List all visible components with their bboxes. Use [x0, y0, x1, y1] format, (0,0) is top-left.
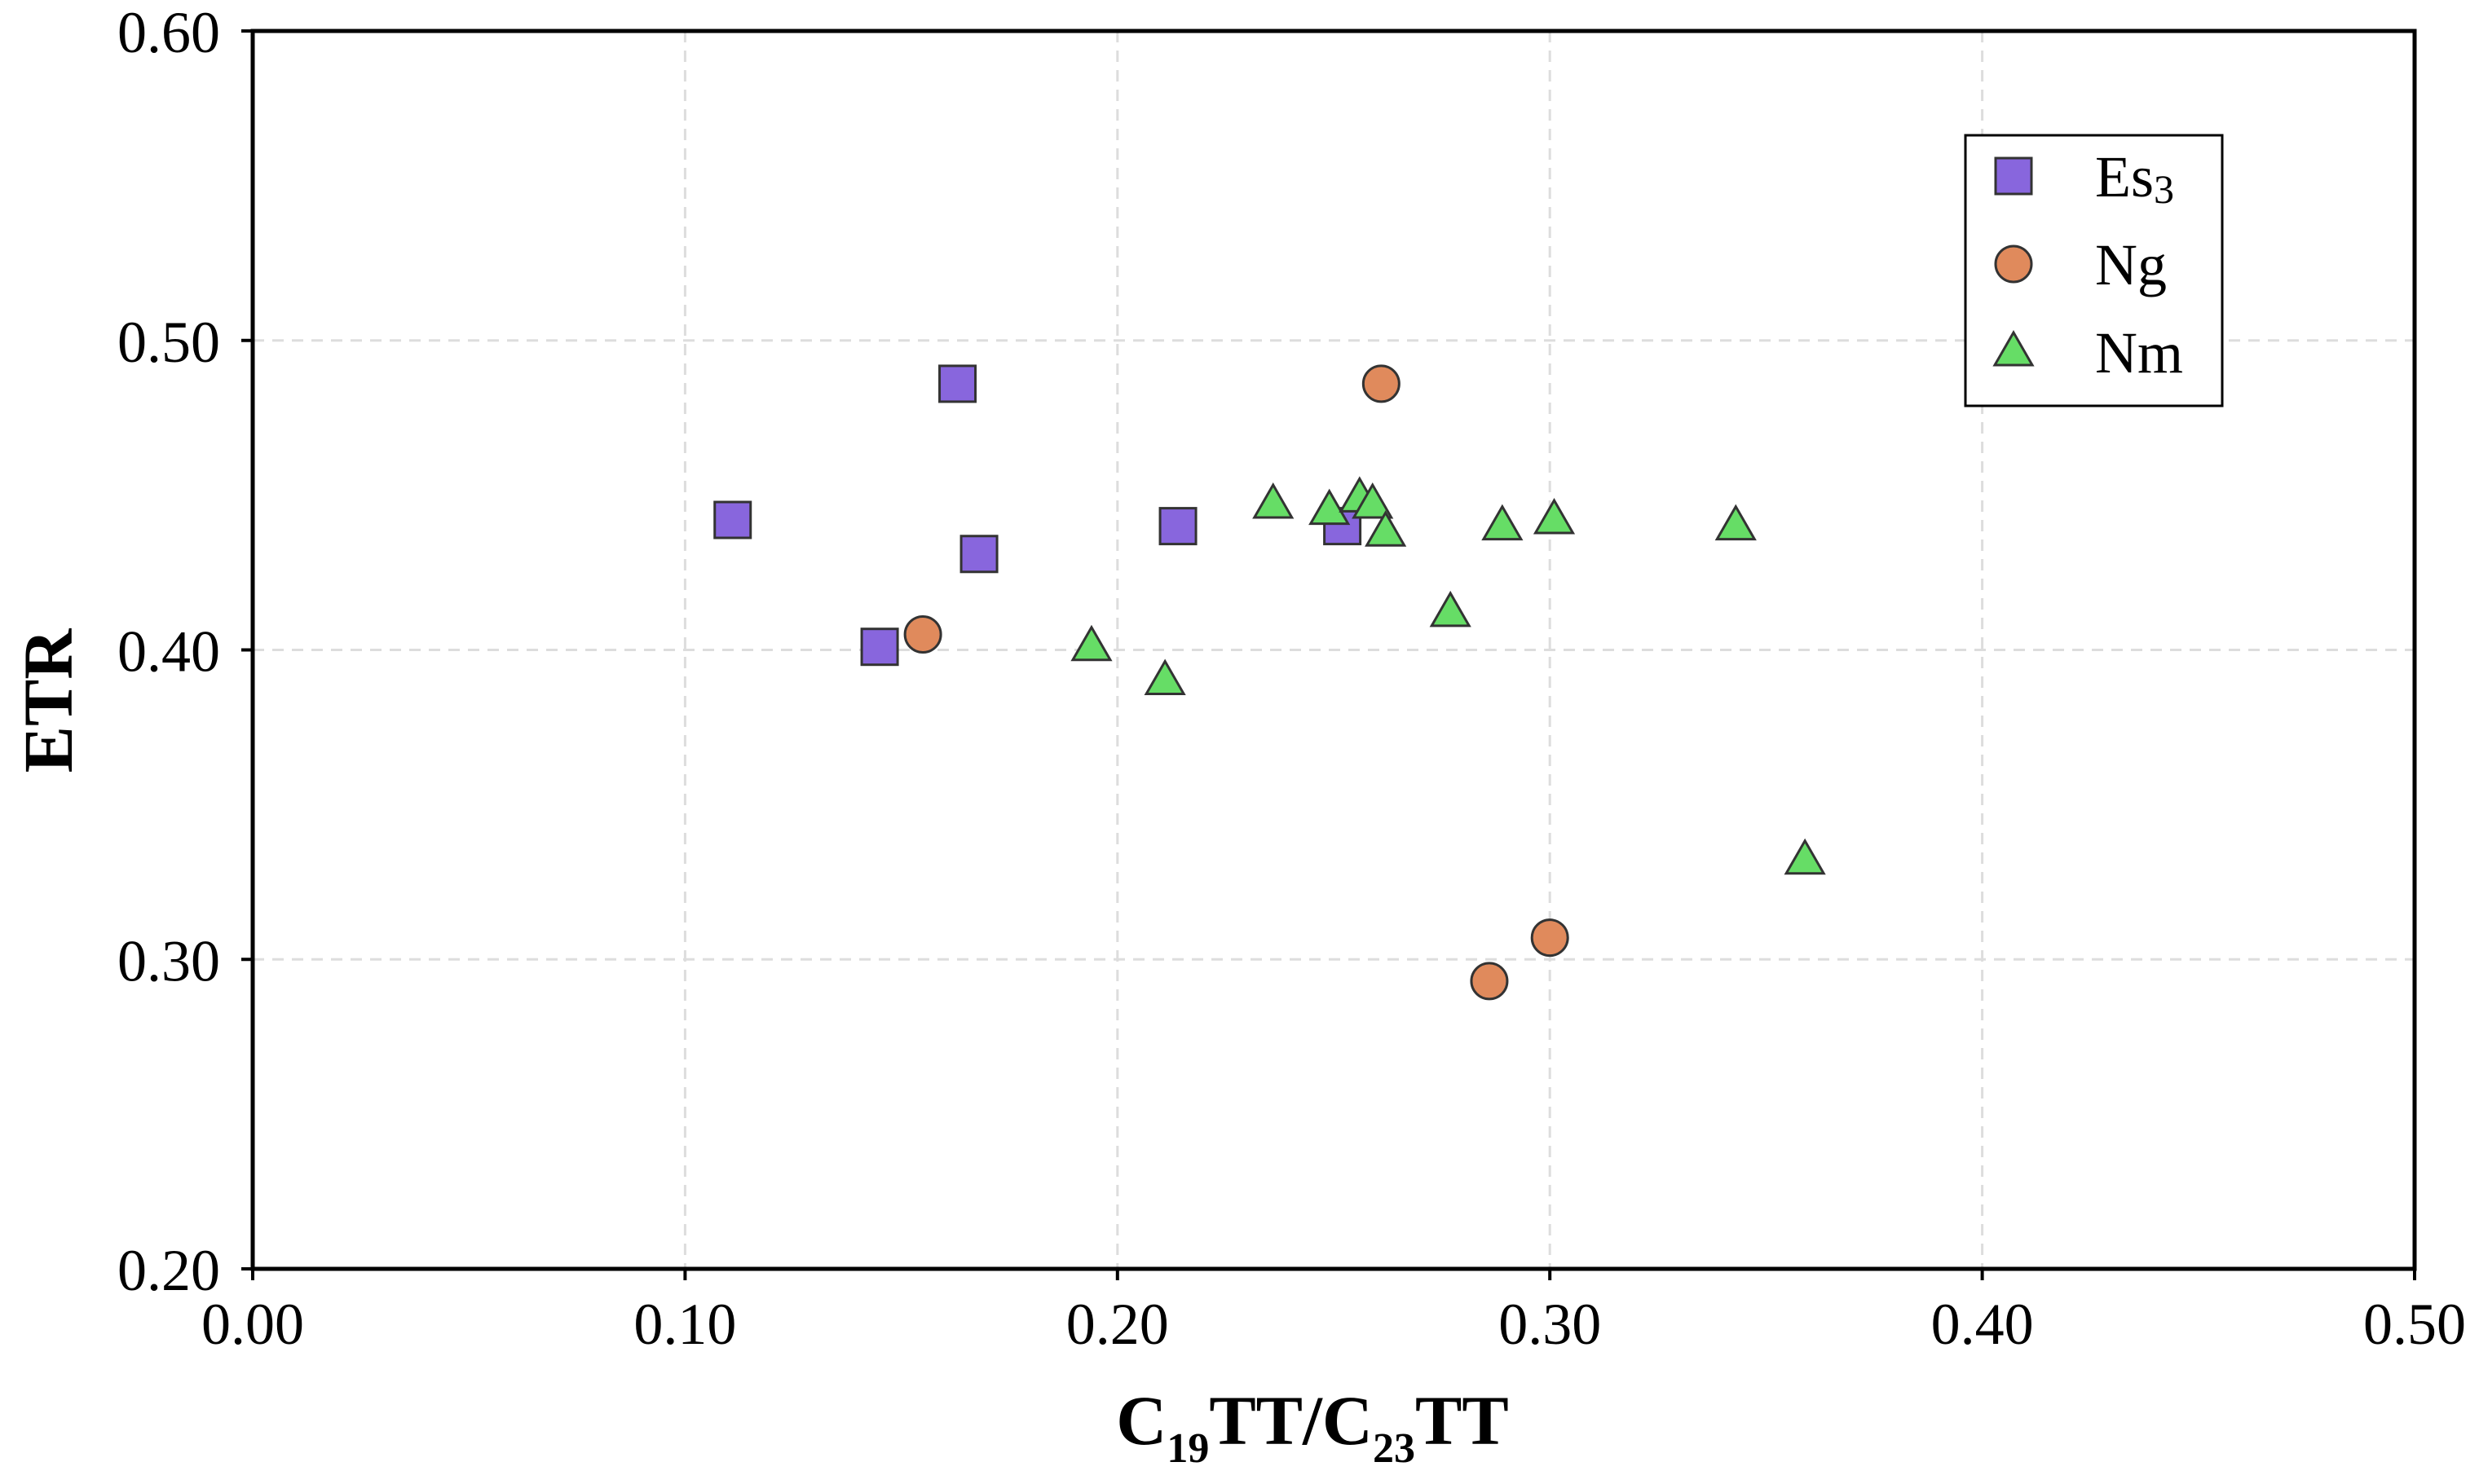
x-tick-label: 0.40 [1931, 1292, 2034, 1357]
data-point-nm [1144, 658, 1186, 695]
data-point-nm [1429, 590, 1471, 628]
legend-label-nm: Nm [2095, 320, 2183, 385]
legend-marker-ng [1994, 244, 2033, 284]
x-axis-title-end: TT [1415, 1381, 1509, 1460]
data-point-es3 [713, 500, 752, 539]
data-point-ng [1361, 364, 1401, 403]
data-markers [713, 364, 1826, 1001]
data-point-nm [1533, 497, 1576, 535]
x-tick-label: 0.50 [2363, 1292, 2466, 1357]
x-axis-title-sub2: 23 [1373, 1425, 1415, 1472]
y-axis-title: ETR [9, 628, 87, 773]
data-point-es3 [938, 364, 977, 403]
legend-label-subscript: 3 [2154, 166, 2174, 212]
x-tick-label: 0.00 [201, 1292, 304, 1357]
data-point-nm [1481, 504, 1524, 541]
data-point-nm [1714, 504, 1757, 541]
x-axis-title-main: C [1116, 1381, 1167, 1460]
data-point-es3 [959, 535, 999, 574]
data-point-nm [1308, 488, 1351, 526]
data-point-ng [1470, 962, 1509, 1001]
data-point-nm [1784, 838, 1826, 875]
x-axis-title-mid: TT/C [1209, 1381, 1373, 1460]
x-tick-label: 0.20 [1066, 1292, 1169, 1357]
data-point-nm [1252, 482, 1295, 519]
data-point-ng [903, 615, 942, 654]
y-tick-label: 0.30 [117, 928, 220, 993]
legend-marker-nm [1992, 329, 2035, 367]
y-tick-label: 0.40 [117, 619, 220, 685]
y-tick-label: 0.50 [117, 310, 220, 375]
x-tick-label: 0.30 [1498, 1292, 1601, 1357]
data-point-nm [1070, 624, 1113, 662]
data-point-es3 [1158, 507, 1198, 546]
y-tick-label: 0.20 [117, 1238, 220, 1303]
y-tick-label: 0.60 [117, 0, 220, 65]
x-axis-title: C19TT/C23TT [1116, 1381, 1509, 1472]
data-point-nm [1352, 482, 1394, 519]
legend-marker-es3 [1994, 156, 2033, 196]
legend-label-ng: Ng [2095, 232, 2167, 297]
data-point-es3 [860, 628, 899, 667]
x-axis-title-sub1: 19 [1167, 1425, 1209, 1472]
axis-ticks: 0.00 0.10 0.20 0.30 0.40 0.50 0.20 0.30 0.40 0.50… [117, 0, 2466, 1357]
data-point-nm [1365, 510, 1407, 547]
data-point-ng [1530, 918, 1569, 958]
x-tick-label: 0.10 [633, 1292, 736, 1357]
